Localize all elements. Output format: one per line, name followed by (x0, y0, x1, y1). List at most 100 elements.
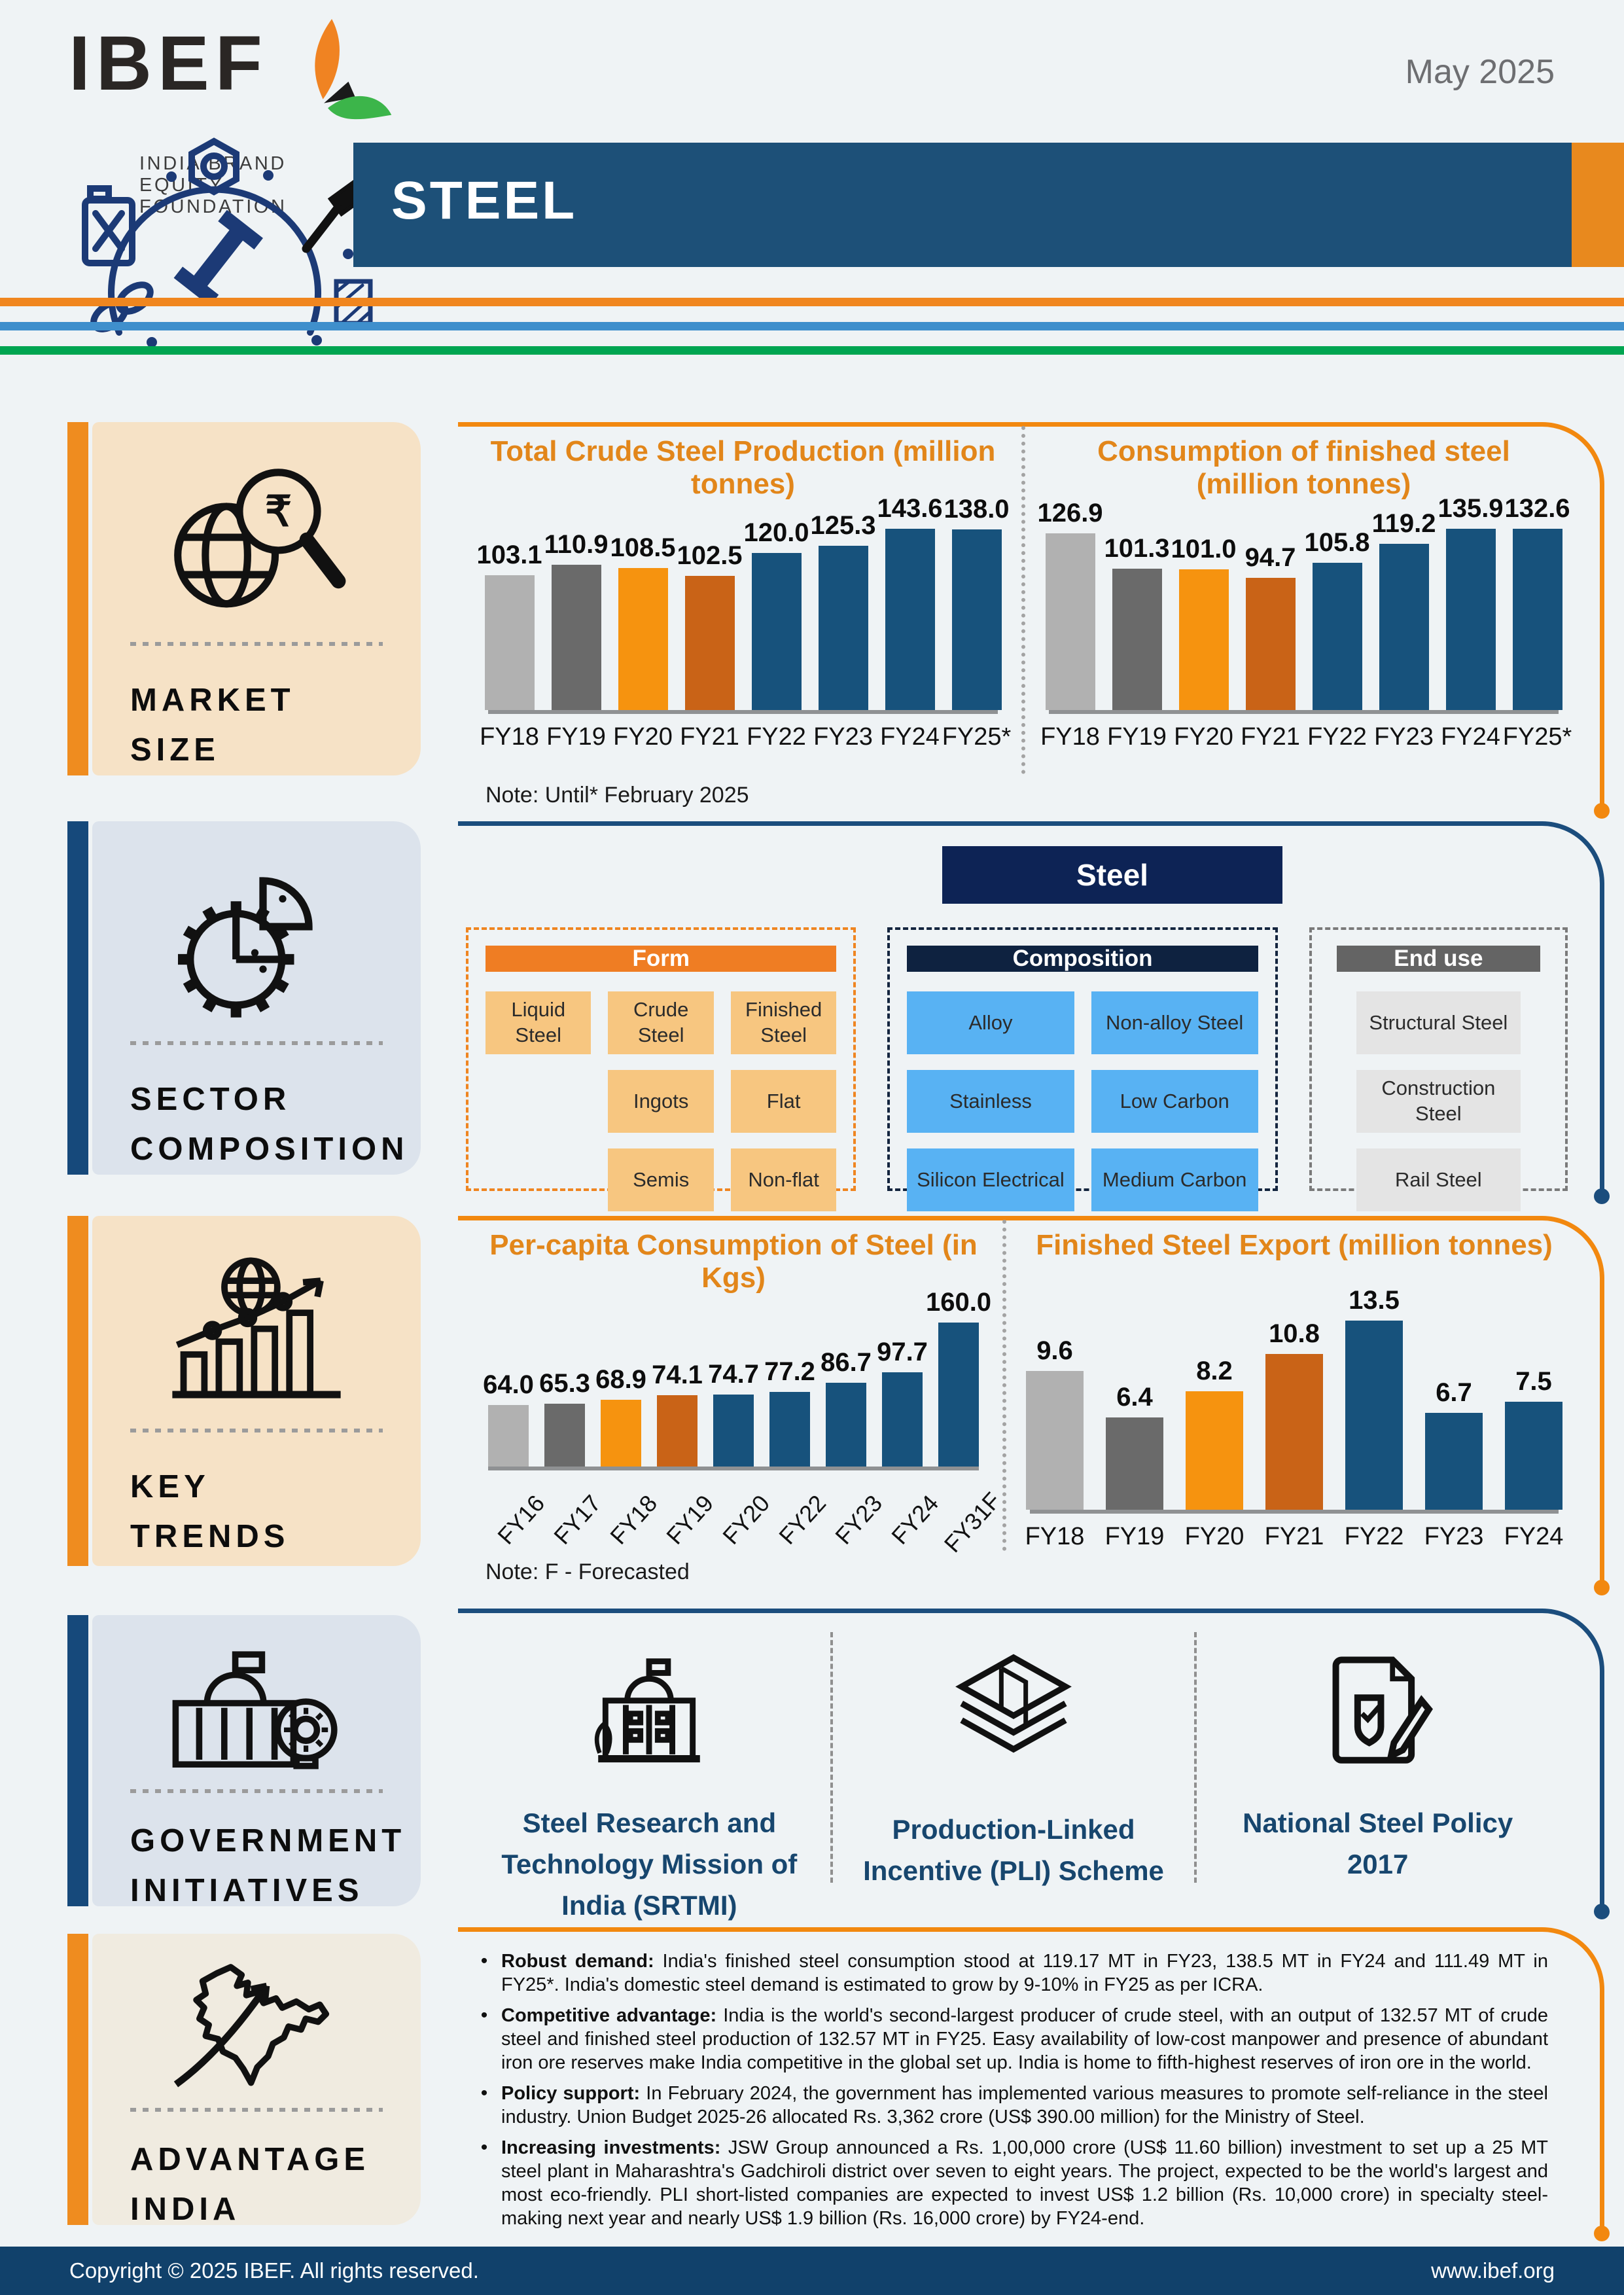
bar (618, 568, 668, 710)
bar-category-label: FY16 (492, 1489, 550, 1550)
bar (1178, 569, 1229, 710)
bar-value-label: 9.6 (1036, 1336, 1073, 1366)
bar (1425, 1413, 1483, 1510)
bar-category-label: FY23 (1424, 1523, 1484, 1550)
chart-title: Per-capita Consumption of Steel (in Kgs) (489, 1229, 978, 1294)
bar (882, 1372, 923, 1467)
diagram-cell: Medium Carbon (1091, 1148, 1258, 1211)
money-stack-icon (945, 1644, 1082, 1781)
chart-finished-steel-consumption: Consumption of finished steel (million t… (1021, 426, 1582, 774)
government-initiatives-row: GOVERNMENT INITIATIVES (0, 1609, 1624, 1921)
bar-value-label: 132.6 (1504, 494, 1570, 523)
government-initiatives-icon (92, 1615, 421, 1789)
sidebar-card-government-initiatives: GOVERNMENT INITIATIVES (67, 1615, 421, 1908)
sector-composition-row: SECTOR COMPOSITION Steel Form Liquid Ste… (0, 821, 1624, 1211)
diagram-root: Steel (942, 846, 1282, 904)
advantage-bullet: • Competitive advantage: India is the wor… (467, 2004, 1548, 2074)
section-title: ADVANTAGE INDIA (130, 2142, 370, 2227)
chart-axis (488, 1467, 979, 1470)
bar (1106, 1417, 1163, 1510)
footer: Copyright © 2025 IBEF. All rights reserv… (0, 2247, 1624, 2295)
key-trends-row: KEY TRENDS Per-capita Consumption of Ste… (0, 1216, 1624, 1595)
ibef-wordmark: IBEF (69, 20, 268, 107)
bar-value-label: 7.5 (1515, 1366, 1552, 1396)
bar-value-label: 94.7 (1244, 543, 1296, 573)
dotted-divider (130, 1041, 383, 1045)
bar-category-label: FY25* (1502, 723, 1572, 751)
chart-title: Consumption of finished steel (million t… (1097, 435, 1510, 500)
initiative-label: Steel Research and Technology Mission of… (501, 1807, 798, 1921)
footer-copyright: Copyright © 2025 IBEF. All rights reserv… (69, 2258, 479, 2283)
section-frame (458, 1216, 1610, 1595)
diagram-cell: Alloy (907, 991, 1074, 1054)
column-header: Form (485, 946, 837, 972)
diagram-cell: Flat (730, 1070, 837, 1133)
accent-bar (67, 1934, 88, 2225)
dotted-divider (130, 642, 383, 646)
advantage-india-row: ADVANTAGE INDIA • Robust demand: India's … (0, 1927, 1624, 2241)
column-grid: Alloy Non-alloy Steel Stainless Low Carbon S… (907, 991, 1258, 1211)
diagram-cell: Non-alloy Steel (1091, 991, 1258, 1054)
key-trends-content: Per-capita Consumption of Steel (in Kgs)… (458, 1216, 1610, 1595)
bar-value-label: 110.9 (544, 530, 609, 560)
market-size-icon: ₹ (92, 422, 421, 642)
bar-value-label: 8.2 (1196, 1357, 1233, 1386)
bar-category-label: FY25* (942, 723, 1012, 751)
dotted-divider (130, 1789, 383, 1793)
bar-value-label: 64.0 (483, 1370, 534, 1399)
diagram-cell: Construction Steel (1356, 1070, 1521, 1133)
banner-orange-cap (1572, 143, 1624, 267)
bar (684, 576, 735, 710)
initiative-item: Steel Research and Technology Mission of… (468, 1632, 830, 1921)
bar (818, 546, 868, 710)
bar (1505, 1401, 1562, 1510)
bar-category-label: FY17 (548, 1489, 607, 1550)
chart-title: Finished Steel Export (million tonnes) (1036, 1229, 1553, 1261)
bar-value-label: 160.0 (925, 1288, 992, 1317)
diagram-cell: Rail Steel (1356, 1148, 1521, 1211)
bar (1445, 529, 1496, 710)
bar-category-label: FY18 (1025, 1523, 1085, 1550)
bar (1026, 1371, 1084, 1510)
sidebar-card-advantage-india: ADVANTAGE INDIA (67, 1934, 421, 2227)
bar (1265, 1353, 1323, 1510)
bar (1186, 1391, 1243, 1510)
dotted-divider (130, 2108, 383, 2112)
accent-bar (67, 1615, 88, 1906)
chart-per-capita-consumption: Per-capita Consumption of Steel (in Kgs)… (465, 1220, 1006, 1557)
chart-note: Note: F - Forecasted (485, 1559, 690, 1584)
ibef-bird-icon (294, 17, 393, 132)
key-trends-icon (92, 1216, 421, 1429)
chart-note: Note: Until* February 2025 (485, 783, 749, 808)
diagram-columns: Form Liquid Steel Crude Steel Finished Ste… (466, 927, 1568, 1211)
bullet-text: Competitive advantage: India is the worl… (501, 2005, 1548, 2073)
sidebar-card-key-trends: KEY TRENDS (67, 1216, 421, 1566)
bar-value-label: 6.4 (1116, 1382, 1153, 1412)
bar-value-label: 101.3 (1104, 534, 1170, 563)
bar-category-label: FY24 (1504, 1523, 1564, 1550)
chart-axis (488, 710, 998, 714)
bar-category-label: FY18 (605, 1489, 663, 1550)
dotted-divider (130, 1429, 383, 1432)
bar (488, 1404, 529, 1467)
bar-value-label: 6.7 (1436, 1378, 1472, 1408)
bar-value-label: 13.5 (1349, 1285, 1400, 1315)
bar-value-label: 86.7 (821, 1348, 872, 1378)
bar-value-label: 97.7 (877, 1337, 928, 1366)
advantage-bullet: • Policy support: In February 2024, the g… (467, 2082, 1548, 2129)
bar-value-label: 102.5 (677, 541, 743, 571)
ibef-logo: IBEF INDIA BRAND EQUITY FOUNDATION (69, 18, 392, 217)
sidebar-card-sector-composition: SECTOR COMPOSITION (67, 821, 421, 1175)
chart-categories: FY18 FY19 FY20 FY21 FY22 FY23 FY24 FY25* (1040, 723, 1572, 751)
bar (1312, 562, 1362, 710)
diagram-cell: Structural Steel (1356, 991, 1521, 1054)
bar-value-label: 105.8 (1304, 527, 1370, 557)
bar (751, 553, 802, 710)
bar-value-label: 135.9 (1438, 494, 1504, 523)
diagram-cell: Low Carbon (1091, 1070, 1258, 1133)
chart-bars: 9.6 6.4 8.2 10.8 13.5 6.7 7.5 (1026, 1286, 1562, 1510)
footer-website[interactable]: www.ibef.org (1431, 2258, 1555, 2283)
bullet-marker: • (480, 2004, 488, 2026)
page-title: STEEL (391, 171, 578, 230)
chart-categories: FY18 FY19 FY20 FY21 FY22 FY23 FY24 (1025, 1523, 1564, 1551)
